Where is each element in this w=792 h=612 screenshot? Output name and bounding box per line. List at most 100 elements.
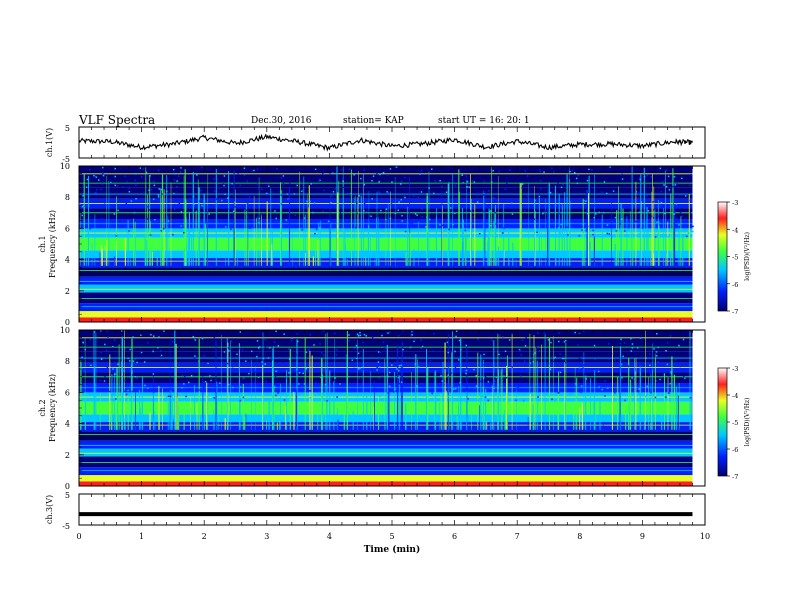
- noise-speckle: [129, 360, 131, 362]
- noise-speckle: [274, 386, 276, 388]
- noise-speckle: [199, 215, 202, 217]
- noise-speckle: [95, 336, 97, 339]
- noise-speckle: [675, 203, 678, 205]
- ch1-waveform-line: [78, 133, 694, 152]
- noise-speckle: [228, 347, 231, 349]
- noise-speckle: [552, 360, 555, 363]
- noise-speckle: [574, 172, 576, 174]
- noise-speckle: [588, 168, 590, 171]
- noise-speckle: [192, 335, 195, 338]
- noise-speckle: [314, 232, 316, 235]
- noise-speckle: [565, 195, 568, 197]
- noise-speckle: [483, 180, 486, 183]
- noise-speckle: [335, 353, 338, 356]
- noise-speckle: [290, 339, 292, 342]
- noise-speckle: [612, 352, 615, 355]
- noise-speckle: [428, 187, 430, 189]
- noise-speckle: [258, 221, 260, 224]
- noise-speckle: [639, 337, 642, 339]
- noise-speckle: [397, 376, 400, 379]
- noise-speckle: [256, 216, 258, 219]
- noise-speckle: [81, 356, 83, 359]
- noise-speckle: [608, 233, 611, 235]
- noise-speckle: [425, 226, 427, 228]
- noise-speckle: [547, 339, 550, 341]
- noise-speckle: [258, 347, 260, 349]
- noise-speckle: [110, 377, 112, 379]
- noise-speckle: [400, 381, 403, 384]
- noise-speckle: [153, 335, 155, 337]
- noise-speckle: [136, 361, 138, 364]
- noise-speckle: [447, 374, 449, 376]
- noise-speckle: [394, 212, 397, 215]
- noise-speckle: [319, 227, 321, 229]
- noise-speckle: [575, 383, 577, 385]
- noise-speckle: [502, 336, 504, 338]
- noise-speckle: [657, 215, 659, 218]
- freq-ytick-label: 4: [65, 420, 70, 429]
- noise-speckle: [142, 168, 144, 170]
- x-tick-label: 3: [264, 532, 269, 541]
- noise-speckle: [150, 334, 152, 336]
- noise-speckle: [381, 375, 384, 377]
- noise-speckle: [213, 337, 216, 339]
- ch1-ytick: 5: [65, 124, 70, 133]
- noise-speckle: [599, 387, 602, 390]
- ch3-waveform-panel: 5 -5 ch.3(V): [45, 491, 706, 531]
- noise-speckle: [571, 169, 574, 172]
- noise-speckle: [215, 198, 218, 200]
- noise-speckle: [313, 202, 316, 204]
- noise-speckle: [358, 195, 360, 197]
- noise-speckle: [134, 179, 136, 182]
- noise-speckle: [394, 391, 396, 394]
- noise-speckle: [454, 184, 457, 187]
- noise-speckle: [264, 363, 266, 365]
- noise-speckle: [394, 388, 397, 391]
- noise-speckle: [504, 188, 507, 190]
- noise-speckle: [131, 226, 133, 229]
- noise-speckle: [684, 377, 686, 380]
- freq-ytick-label: 8: [65, 357, 70, 366]
- noise-speckle: [127, 389, 129, 392]
- noise-speckle: [275, 204, 277, 207]
- noise-speckle: [690, 173, 693, 176]
- noise-speckle: [421, 208, 423, 210]
- noise-speckle: [662, 373, 664, 376]
- noise-speckle: [598, 211, 601, 214]
- noise-speckle: [676, 183, 678, 185]
- noise-speckle: [315, 228, 318, 231]
- x-tick-label: 5: [389, 532, 394, 541]
- noise-speckle: [277, 392, 279, 394]
- noise-speckle: [194, 355, 196, 357]
- noise-speckle: [441, 224, 444, 226]
- noise-speckle: [461, 174, 463, 176]
- noise-speckle: [176, 229, 178, 231]
- noise-speckle: [643, 175, 646, 178]
- noise-speckle: [162, 227, 165, 230]
- noise-speckle: [631, 373, 633, 375]
- noise-speckle: [459, 381, 461, 384]
- noise-speckle: [339, 211, 342, 214]
- noise-speckle: [660, 201, 663, 204]
- noise-speckle: [394, 166, 397, 168]
- noise-speckle: [260, 213, 263, 216]
- noise-speckle: [586, 212, 589, 215]
- noise-speckle: [503, 227, 505, 229]
- channel-label: ch.1: [38, 235, 47, 252]
- noise-speckle: [414, 213, 417, 215]
- noise-speckle: [117, 209, 119, 212]
- noise-speckle: [454, 367, 457, 369]
- noise-speckle: [577, 174, 580, 177]
- noise-speckle: [312, 200, 314, 203]
- noise-speckle: [440, 375, 442, 377]
- noise-speckle: [113, 339, 116, 341]
- noise-speckle: [668, 189, 671, 191]
- noise-speckle: [466, 186, 468, 188]
- noise-speckle: [638, 388, 640, 390]
- noise-speckle: [538, 169, 541, 171]
- noise-speckle: [210, 379, 212, 382]
- noise-speckle: [654, 236, 657, 238]
- noise-speckle: [400, 205, 403, 207]
- noise-speckle: [80, 367, 83, 369]
- noise-speckle: [454, 224, 457, 227]
